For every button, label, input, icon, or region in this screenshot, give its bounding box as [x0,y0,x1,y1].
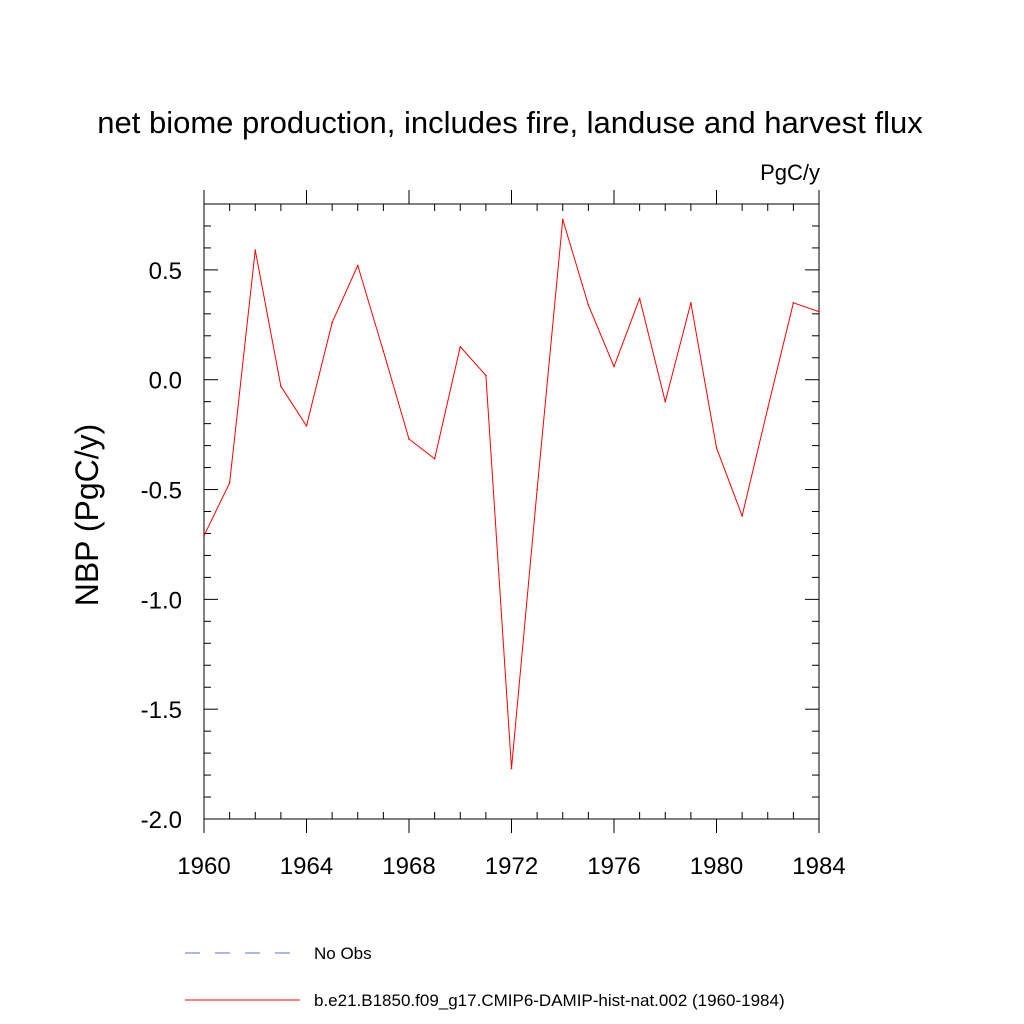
series-line-segment [382,350,410,440]
y-tick-label: -2.0 [141,807,182,834]
series-line-segment [229,249,256,484]
data-point [561,218,564,221]
series-line-segment [536,218,564,491]
series-line-segment [459,346,487,376]
x-tick-label: 1964 [280,853,333,880]
y-axis-label: NBP (PgC/y) [69,424,105,607]
data-point [613,365,615,368]
y-tick-label: -0.5 [141,478,182,505]
series-line-segment [587,304,615,368]
units-label: PgC/y [760,160,820,185]
data-point [280,385,282,388]
data-point [228,482,231,484]
data-point [638,297,641,300]
data-point [408,438,410,440]
series-line-segment [792,302,820,313]
y-tick-label: -1.5 [141,697,182,724]
y-tick-label: -1.0 [141,587,182,614]
series-line-segment [280,385,307,427]
series-line-segment [613,297,641,368]
data-point [792,302,795,304]
series-line-segment [357,265,384,352]
series-line-segment [562,218,589,306]
y-tick-label: 0.0 [149,368,182,395]
series-line-segment [690,302,717,449]
series-line-segment [485,374,512,769]
data-point [741,515,743,517]
data-point [459,345,462,348]
data-point [715,447,718,449]
legend: No Obs b.e21.B1850.f09_g17.CMIP6-DAMIP-h… [185,944,785,1010]
series-line-segment [408,438,436,460]
series-line-segment [664,302,692,403]
series-line-segment [254,249,282,387]
data-point [305,425,308,427]
series-line-segment [306,322,333,427]
data-point [587,304,590,306]
series-line-segment [639,297,666,403]
series-line-segment [511,489,538,769]
data-point [664,400,667,403]
data-point [536,488,538,491]
series-line-segment [434,346,461,460]
data-point [690,302,692,304]
series-points [203,218,820,770]
x-tick-label: 1968 [382,853,435,880]
series-line-segment [203,482,231,537]
data-point [254,249,257,251]
data-point [433,457,436,460]
axis-ticks [203,190,820,833]
data-point [510,767,513,770]
x-tick-label: 1984 [792,853,845,880]
series-line-segment [331,265,359,324]
series-line-segment [767,302,794,409]
x-tick-label: 1972 [485,853,538,880]
data-point [766,407,769,410]
y-tick-labels: 0.5 0.0 -0.5 -1.0 -1.5 -2.0 [141,258,182,834]
x-tick-label: 1976 [587,853,640,880]
legend-label-no-obs: No Obs [314,944,372,963]
x-tick-labels: 1960 1964 1968 1972 1976 1980 1984 [177,853,845,880]
y-tick-label: 0.5 [149,258,182,285]
data-point [485,374,487,377]
data-point [331,321,333,324]
series-line-segment [741,407,769,517]
plot-frame [203,203,820,820]
x-tick-label: 1960 [177,853,230,880]
chart-title: net biome production, includes fire, lan… [97,105,923,140]
series-line-segment [716,447,743,517]
data-point [818,310,820,313]
data-point [203,534,205,537]
series-lines [203,218,820,769]
x-tick-label: 1980 [690,853,743,880]
legend-label-model-run: b.e21.B1850.f09_g17.CMIP6-DAMIP-hist-nat… [314,991,785,1010]
data-point [382,350,385,352]
data-point [356,264,359,267]
